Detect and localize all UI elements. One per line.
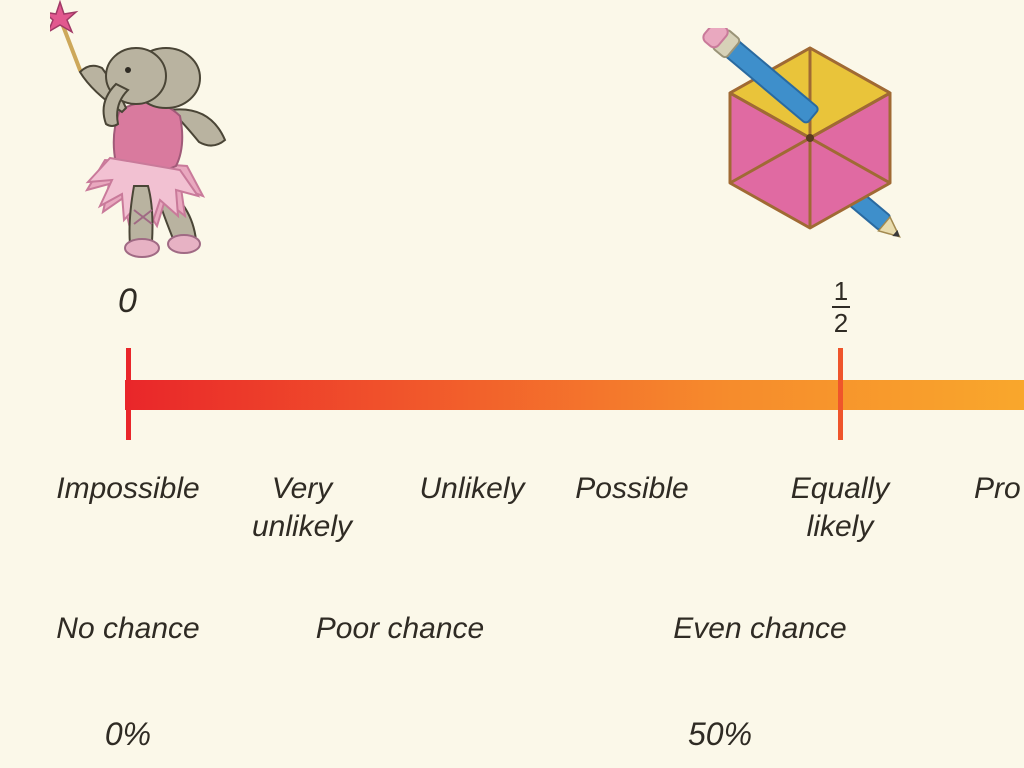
fraction-numerator: 1 bbox=[832, 278, 850, 304]
fraction-denominator: 2 bbox=[832, 310, 850, 336]
label-even-chance: Even chance bbox=[630, 610, 890, 648]
hexagon-spinner-illustration bbox=[695, 28, 925, 248]
label-0-percent: 0% bbox=[0, 714, 258, 754]
label-poor-chance: Poor chance bbox=[270, 610, 530, 648]
probability-scale-bar bbox=[125, 380, 1024, 410]
elephant-ballerina-illustration bbox=[50, 0, 240, 260]
label-no-chance: No chance bbox=[0, 610, 258, 648]
tick-zero bbox=[126, 348, 131, 440]
marker-zero: 0 bbox=[118, 280, 137, 323]
tick-half bbox=[838, 348, 843, 440]
label-equally-likely: Equally likely bbox=[710, 470, 970, 545]
marker-one-half: 1 2 bbox=[832, 278, 850, 336]
label-probable-cut: Pro bbox=[974, 470, 1024, 508]
label-50-percent: 50% bbox=[590, 714, 850, 754]
